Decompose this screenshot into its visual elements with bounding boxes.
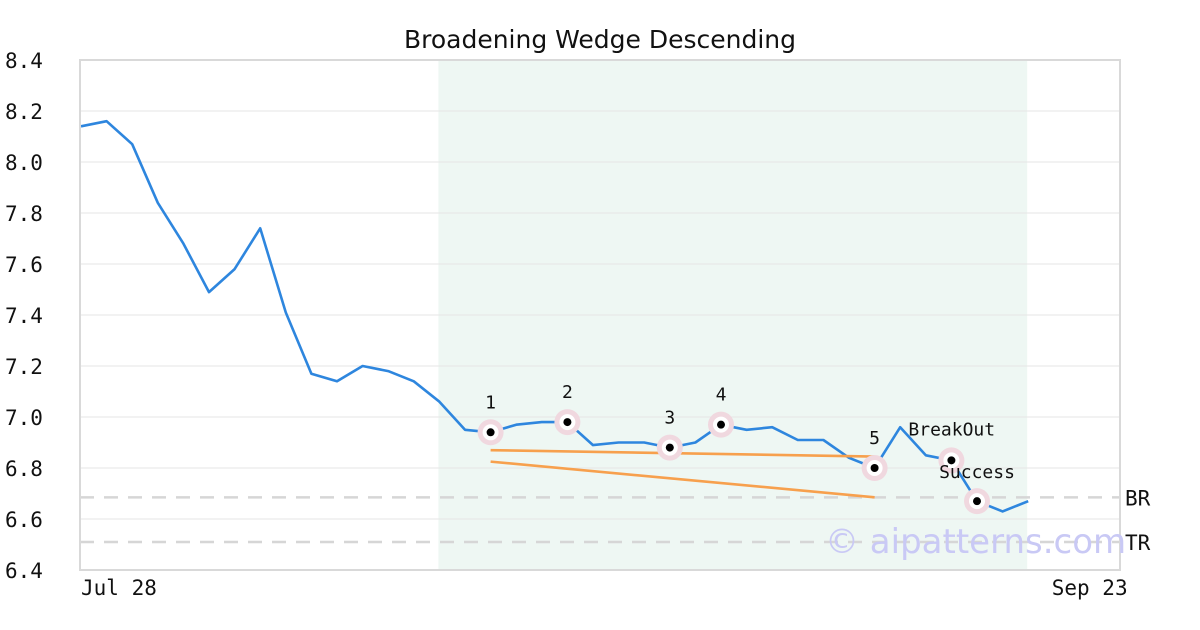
y-tick-label: 7.0 xyxy=(5,406,43,430)
level-label: TR xyxy=(1125,531,1151,555)
y-tick-label: 7.8 xyxy=(5,202,43,226)
y-axis-ticks: 8.4 8.2 8.0 7.8 7.6 7.4 7.2 7.0 6.8 6.6 6.4 xyxy=(5,49,43,583)
pivot-label: 5 xyxy=(869,428,880,449)
y-tick-label: 6.8 xyxy=(5,457,43,481)
trendlines xyxy=(490,448,875,499)
y-tick-label: 8.4 xyxy=(5,49,43,73)
pivot-marker-dot xyxy=(563,418,572,427)
level-lines: BR TR xyxy=(80,486,1151,555)
chart-title: Broadening Wedge Descending xyxy=(404,25,796,54)
y-tick-label: 7.6 xyxy=(5,253,43,277)
pivot-marker-dot xyxy=(717,420,725,429)
x-tick-label: Sep 23 xyxy=(1052,576,1128,600)
y-tick-label: 6.6 xyxy=(5,508,43,532)
x-axis-ticks: Jul 28 Sep 23 xyxy=(81,576,1128,600)
markers: 1 2 3 4 5 BreakOut Success xyxy=(477,382,1015,515)
event-label: Success xyxy=(939,462,1015,483)
trendline xyxy=(490,460,875,499)
plot-frame xyxy=(79,59,1121,571)
watermark: © aipatterns.com xyxy=(825,522,1126,562)
level-label: BR xyxy=(1125,486,1151,510)
pivot-marker-dot xyxy=(486,428,495,437)
event-label: BreakOut xyxy=(908,419,995,440)
y-tick-label: 8.0 xyxy=(5,151,43,175)
y-tick-label: 6.4 xyxy=(5,559,43,583)
pivot-marker-dot xyxy=(665,443,674,452)
pivot-label: 3 xyxy=(664,408,675,429)
pivot-marker-dot xyxy=(870,464,879,472)
trendline xyxy=(490,448,875,458)
pivot-label: 1 xyxy=(485,392,496,413)
x-tick-label: Jul 28 xyxy=(81,576,157,600)
pivot-label: 2 xyxy=(562,382,573,403)
y-tick-label: 7.4 xyxy=(5,304,43,328)
y-tick-label: 8.2 xyxy=(5,100,43,124)
pivot-label: 4 xyxy=(716,385,727,406)
event-marker-dot xyxy=(947,456,956,465)
event-marker-dot xyxy=(973,497,981,506)
y-tick-label: 7.2 xyxy=(5,355,43,379)
